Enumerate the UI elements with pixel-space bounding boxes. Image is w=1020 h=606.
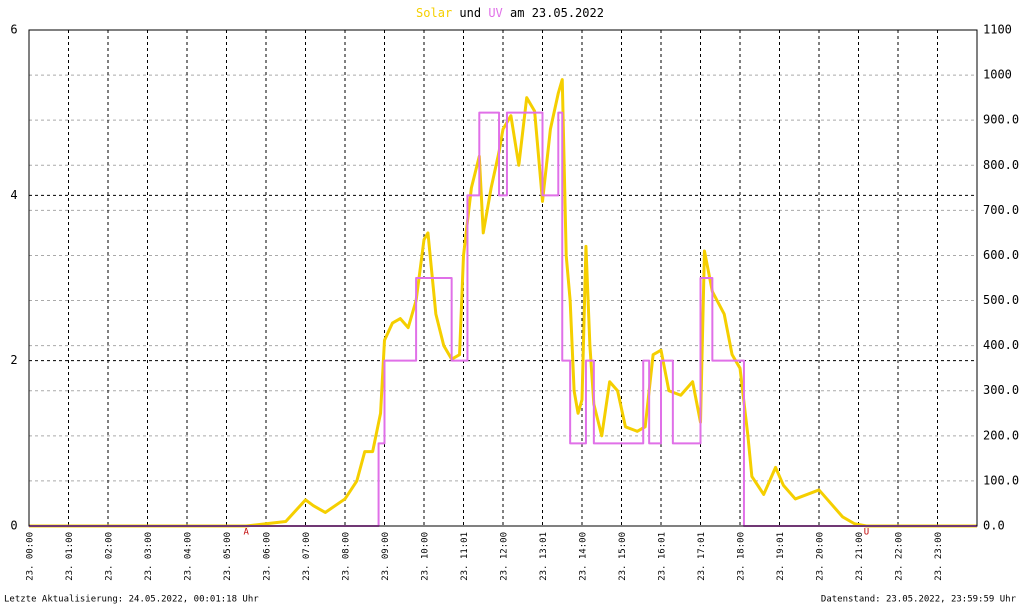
y2-tick-label: 400.0 <box>983 338 1019 352</box>
y2-tick-label: 500.0 <box>983 293 1019 307</box>
y2-tick-label: 200.0 <box>983 428 1019 442</box>
x-tick-label: 23. 20:00 <box>816 532 826 581</box>
footer-left: Letzte Aktualisierung: 24.05.2022, 00:01… <box>4 595 259 605</box>
x-tick-label: 23. 19:01 <box>776 532 786 581</box>
x-tick-label: 23. 09:00 <box>381 532 391 581</box>
y2-tick-label: 100.0 <box>983 473 1019 487</box>
plot-frame <box>28 29 978 527</box>
x-tick-label: 23. 22:00 <box>895 532 905 581</box>
y2-tick-label: 0.0 <box>983 519 1005 533</box>
title-joiner: und <box>459 6 481 20</box>
y-tick-label: 2 <box>10 353 17 367</box>
x-tick-label: 23. 16:01 <box>658 532 668 581</box>
x-tick-label: 23. 01:00 <box>65 532 75 581</box>
y-tick-label: 4 <box>10 188 17 202</box>
event-marker: A <box>244 528 250 538</box>
title-series-a: Solar <box>416 6 452 20</box>
x-tick-label: 23. 02:00 <box>105 532 115 581</box>
y-tick-label: 6 <box>10 23 17 37</box>
x-tick-label: 23. 14:00 <box>579 532 589 581</box>
event-marker: U <box>864 528 869 538</box>
x-tick-label: 23. 07:00 <box>302 532 312 581</box>
x-tick-label: 23. 08:00 <box>342 532 352 581</box>
x-tick-label: 23. 11:01 <box>460 532 470 581</box>
title-series-b: UV <box>488 6 502 20</box>
x-tick-label: 23. 03:00 <box>144 532 154 581</box>
y2-tick-label: 1100 <box>983 23 1012 37</box>
x-tick-label: 23. 13:01 <box>539 532 549 581</box>
x-tick-label: 23. 04:00 <box>184 532 194 581</box>
y2-tick-label: 700.0 <box>983 203 1019 217</box>
x-tick-label: 23. 18:00 <box>737 532 747 581</box>
footer-right: Datenstand: 23.05.2022, 23:59:59 Uhr <box>821 595 1017 605</box>
y2-tick-label: 300.0 <box>983 383 1019 397</box>
x-tick-label: 23. 05:00 <box>223 532 233 581</box>
x-tick-label: 23. 10:00 <box>421 532 431 581</box>
y-tick-label: 0 <box>10 519 17 533</box>
chart-title: Solar und UV am 23.05.2022 <box>416 6 604 20</box>
x-tick-label: 23. 17:01 <box>697 532 707 581</box>
y2-tick-label: 900.0 <box>983 113 1019 127</box>
x-tick-label: 23. 00:00 <box>26 532 36 581</box>
x-tick-label: 23. 06:00 <box>263 532 273 581</box>
y2-tick-label: 1000 <box>983 68 1012 82</box>
series-line <box>29 111 977 527</box>
y2-tick-label: 800.0 <box>983 158 1019 172</box>
x-tick-label: 23. 23:00 <box>934 532 944 581</box>
x-tick-label: 23. 15:00 <box>618 532 628 581</box>
y2-tick-label: 600.0 <box>983 248 1019 262</box>
title-suffix: am 23.05.2022 <box>510 6 604 20</box>
x-tick-label: 23. 21:00 <box>855 532 865 581</box>
x-tick-label: 23. 12:00 <box>500 532 510 581</box>
